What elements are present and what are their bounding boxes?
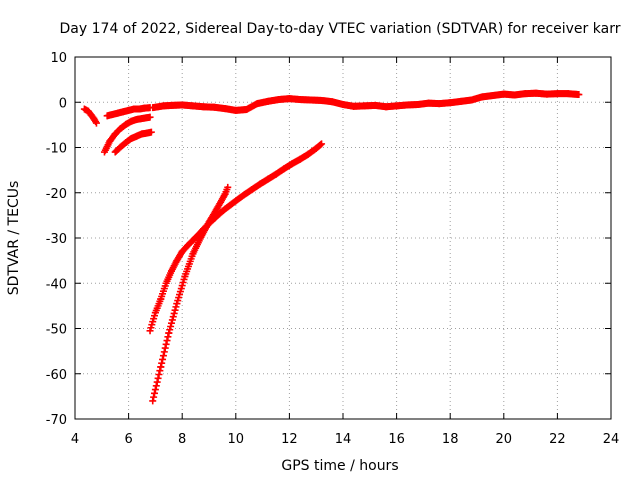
data-series (103, 104, 154, 120)
y-tick-label: -20 (46, 187, 67, 202)
x-tick-label: 18 (442, 432, 459, 447)
data-point (169, 313, 177, 321)
data-point (146, 104, 154, 112)
data-point (160, 348, 168, 356)
data-point (224, 183, 232, 191)
x-tick-label: 16 (388, 432, 405, 447)
data-point (92, 119, 100, 127)
data-point (151, 389, 159, 397)
data-point (318, 140, 326, 148)
y-tick-label: -40 (46, 277, 67, 292)
data-point (164, 333, 172, 341)
x-tick-label: 8 (178, 432, 186, 447)
data-point (152, 382, 160, 390)
data-point (156, 367, 164, 375)
data-points (80, 89, 583, 405)
data-series (111, 128, 155, 156)
y-tick-label: 10 (50, 51, 67, 66)
data-series (149, 183, 232, 405)
data-point (92, 118, 100, 126)
x-tick-label: 12 (281, 432, 298, 447)
x-tick-label: 4 (71, 432, 79, 447)
y-axis-label: SDTVAR / TECUs (6, 181, 22, 296)
data-point (150, 393, 158, 401)
data-point (155, 371, 163, 379)
data-point (163, 337, 171, 345)
data-point (161, 344, 169, 352)
x-tick-label: 10 (228, 432, 245, 447)
data-point (157, 363, 165, 371)
y-tick-label: -10 (46, 142, 67, 157)
data-series (149, 89, 583, 114)
x-axis-label: GPS time / hours (281, 458, 398, 474)
data-point (146, 113, 154, 121)
x-tick-label: 6 (124, 432, 132, 447)
data-series (80, 105, 100, 127)
x-tick-label: 24 (603, 432, 620, 447)
data-point (159, 355, 167, 363)
y-tick-label: 0 (59, 96, 67, 111)
data-point (167, 322, 175, 330)
x-tick-label: 20 (496, 432, 513, 447)
data-point (167, 319, 175, 327)
data-point (153, 378, 161, 386)
data-point (162, 340, 170, 348)
x-tick-label: 22 (549, 432, 566, 447)
data-point (154, 374, 162, 382)
data-point (575, 91, 583, 99)
data-series (100, 113, 154, 156)
data-point (147, 128, 155, 136)
data-point (165, 329, 173, 337)
data-point (172, 303, 180, 311)
data-point (151, 386, 159, 394)
data-point (171, 306, 179, 314)
chart-title: Day 174 of 2022, Sidereal Day-to-day VTE… (60, 21, 621, 37)
y-tick-label: -60 (46, 368, 67, 383)
data-point (166, 326, 174, 334)
data-point (170, 309, 178, 317)
data-point (159, 352, 167, 360)
x-tick-label: 14 (335, 432, 352, 447)
y-tick-label: -70 (46, 413, 67, 428)
y-tick-label: -50 (46, 323, 67, 338)
data-point (149, 397, 157, 405)
y-tick-label: -30 (46, 232, 67, 247)
axis-ticks: 4 6 8 10 12 14 16 18 20 22 24 10 0 -10 -20 -30 -40 -50 -60… (46, 51, 620, 447)
data-point (158, 359, 166, 367)
data-point (168, 316, 176, 324)
